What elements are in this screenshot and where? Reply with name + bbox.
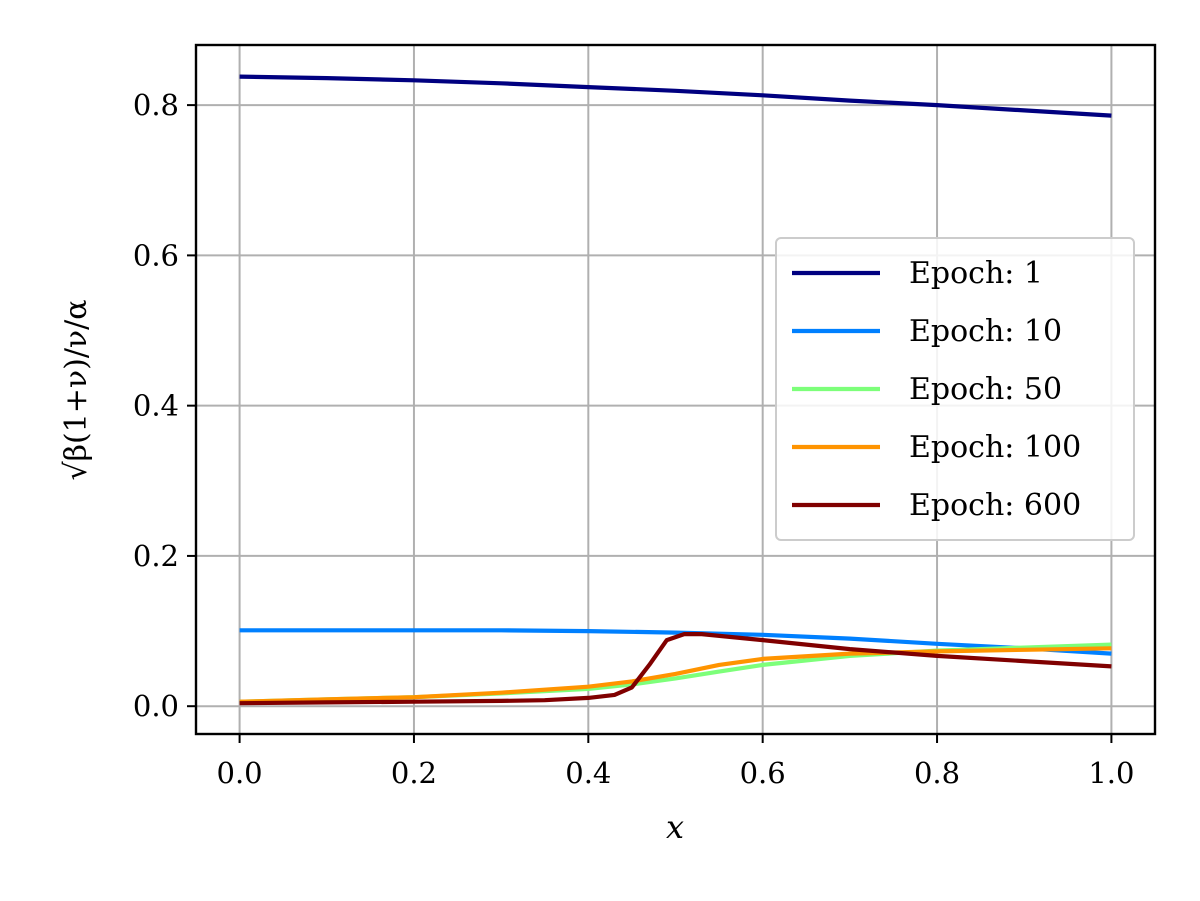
plot-frame xyxy=(194,43,1157,736)
legend: Epoch: 1 Epoch: 10 Epoch: 50 Epoch: 100 Epoc… xyxy=(775,237,1135,541)
legend-label-2: Epoch: 50 xyxy=(909,372,1062,407)
x-tick-label: 0.4 xyxy=(565,756,611,790)
series-lines xyxy=(239,74,1112,706)
ticks: 0.0 0.2 0.4 0.6 0.8 1.0 0.0 0.2 0.4 0.6 0.8 xyxy=(133,88,1135,790)
series-line-3 xyxy=(239,646,1112,704)
x-axis-label: x xyxy=(666,808,684,846)
x-tick-label: 0.6 xyxy=(740,756,786,790)
y-tick-label: 0.2 xyxy=(133,539,179,573)
series-line-1 xyxy=(239,628,1112,656)
x-tick-label: 0.0 xyxy=(217,756,263,790)
y-axis-label: √β(1+ν)/ν/α xyxy=(59,299,94,480)
y-tick-label: 0.0 xyxy=(133,689,179,723)
y-tick-label: 0.8 xyxy=(133,88,179,122)
series-line-4 xyxy=(239,632,1112,706)
x-tick-label: 1.0 xyxy=(1088,756,1134,790)
x-tick-label: 0.8 xyxy=(914,756,960,790)
y-tick-label: 0.4 xyxy=(133,389,179,423)
legend-label-1: Epoch: 10 xyxy=(909,314,1062,349)
legend-label-4: Epoch: 600 xyxy=(909,488,1081,523)
y-tick-label: 0.6 xyxy=(133,238,179,272)
legend-label-0: Epoch: 1 xyxy=(909,256,1043,291)
legend-box xyxy=(775,237,1135,541)
x-tick-label: 0.2 xyxy=(391,756,437,790)
legend-label-3: Epoch: 100 xyxy=(909,430,1081,465)
series-line-0 xyxy=(239,74,1112,118)
